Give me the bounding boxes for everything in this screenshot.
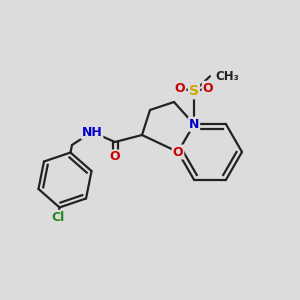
Text: NH: NH [82, 125, 102, 139]
Text: S: S [189, 84, 199, 98]
Text: O: O [173, 146, 183, 158]
Text: CH₃: CH₃ [215, 70, 239, 83]
Text: O: O [110, 151, 120, 164]
Text: O: O [175, 82, 185, 95]
Text: Cl: Cl [51, 211, 64, 224]
Text: O: O [203, 82, 213, 95]
Text: N: N [189, 118, 199, 131]
